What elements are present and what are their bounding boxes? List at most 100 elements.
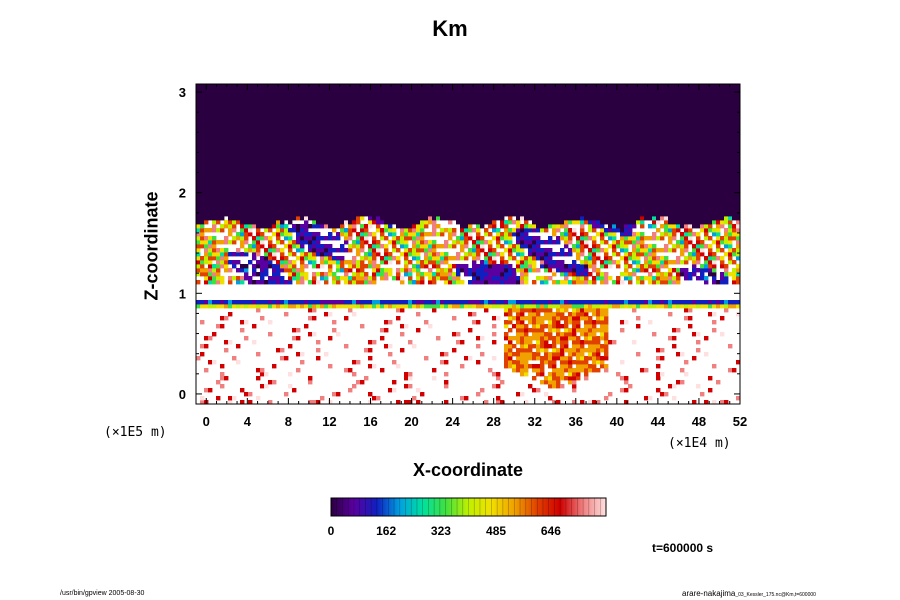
heatmap-cell: [464, 228, 469, 233]
heatmap-cell: [544, 280, 549, 285]
heatmap-cell: [708, 228, 713, 233]
heatmap-cell: [340, 224, 345, 229]
heatmap-cell: [624, 164, 629, 169]
heatmap-cell: [696, 180, 701, 185]
heatmap-cell: [412, 264, 417, 269]
heatmap-cell: [372, 268, 377, 273]
heatmap-cell: [584, 360, 589, 365]
heatmap-cell: [576, 208, 581, 213]
heatmap-cell: [324, 156, 329, 161]
heatmap-cell: [712, 228, 717, 233]
heatmap-cell: [568, 372, 573, 377]
heatmap-cell: [552, 188, 557, 193]
heatmap-cell: [576, 364, 581, 369]
heatmap-cell: [232, 172, 237, 177]
heatmap-cell: [472, 168, 477, 173]
heatmap-cell: [404, 228, 409, 233]
heatmap-cell: [472, 300, 477, 305]
heatmap-cell: [308, 316, 313, 321]
heatmap-cell: [672, 396, 677, 401]
heatmap-cell: [596, 252, 601, 257]
heatmap-cell: [216, 176, 221, 181]
heatmap-cell: [684, 308, 689, 313]
heatmap-cell: [240, 212, 245, 217]
heatmap-cell: [324, 204, 329, 209]
heatmap-cell: [404, 184, 409, 189]
heatmap-cell: [572, 176, 577, 181]
heatmap-cell: [676, 200, 681, 205]
heatmap-cell: [640, 264, 645, 269]
heatmap-cell: [576, 248, 581, 253]
heatmap-cell: [248, 200, 253, 205]
heatmap-cell: [588, 164, 593, 169]
heatmap-cell: [532, 268, 537, 273]
heatmap-cell: [216, 148, 221, 153]
heatmap-cell: [280, 348, 285, 353]
heatmap-cell: [672, 276, 677, 281]
heatmap-cell: [300, 152, 305, 157]
heatmap-cell: [660, 356, 665, 361]
heatmap-cell: [536, 172, 541, 177]
heatmap-cell: [420, 260, 425, 265]
heatmap-cell: [344, 316, 349, 321]
heatmap-cell: [548, 300, 553, 305]
heatmap-cell: [316, 356, 321, 361]
heatmap-cell: [400, 224, 405, 229]
heatmap-cell: [668, 208, 673, 213]
heatmap-cell: [196, 192, 201, 197]
heatmap-cell: [580, 364, 585, 369]
heatmap-cell: [604, 368, 609, 373]
heatmap-cell: [492, 256, 497, 261]
heatmap-cell: [512, 204, 517, 209]
heatmap-cell: [288, 244, 293, 249]
heatmap-cell: [656, 168, 661, 173]
heatmap-cell: [536, 220, 541, 225]
heatmap-cell: [352, 200, 357, 205]
heatmap-cell: [372, 164, 377, 169]
heatmap-cell: [280, 220, 285, 225]
heatmap-cell: [264, 180, 269, 185]
heatmap-cell: [668, 172, 673, 177]
heatmap-cell: [288, 248, 293, 253]
heatmap-cell: [604, 324, 609, 329]
heatmap-cell: [228, 168, 233, 173]
heatmap-cell: [488, 252, 493, 257]
heatmap-cell: [504, 240, 509, 245]
heatmap-cell: [500, 280, 505, 285]
heatmap-cell: [336, 236, 341, 241]
heatmap-cell: [376, 300, 381, 305]
heatmap-cell: [416, 156, 421, 161]
heatmap-cell: [560, 376, 565, 381]
heatmap-cell: [512, 324, 517, 329]
heatmap-cell: [608, 156, 613, 161]
heatmap-cell: [228, 164, 233, 169]
heatmap-cell: [300, 192, 305, 197]
heatmap-cell: [412, 160, 417, 165]
heatmap-cell: [328, 272, 333, 277]
heatmap-cell: [224, 264, 229, 269]
heatmap-cell: [680, 184, 685, 189]
heatmap-cell: [248, 304, 253, 309]
heatmap-cell: [396, 212, 401, 217]
heatmap-cell: [516, 248, 521, 253]
heatmap-cell: [372, 396, 377, 401]
heatmap-cell: [236, 188, 241, 193]
heatmap-cell: [644, 236, 649, 241]
heatmap-cell: [680, 260, 685, 265]
heatmap-cell: [484, 260, 489, 265]
heatmap-cell: [284, 256, 289, 261]
heatmap-cell: [316, 400, 321, 405]
heatmap-cell: [492, 340, 497, 345]
heatmap-cell: [448, 212, 453, 217]
heatmap-cell: [524, 188, 529, 193]
heatmap-cell: [612, 224, 617, 229]
heatmap-cell: [496, 204, 501, 209]
heatmap-cell: [316, 160, 321, 165]
heatmap-cell: [636, 220, 641, 225]
heatmap-cell: [532, 164, 537, 169]
heatmap-cell: [548, 308, 553, 313]
heatmap-cell: [716, 236, 721, 241]
heatmap-cell: [728, 216, 733, 221]
heatmap-cell: [496, 212, 501, 217]
heatmap-cell: [484, 200, 489, 205]
